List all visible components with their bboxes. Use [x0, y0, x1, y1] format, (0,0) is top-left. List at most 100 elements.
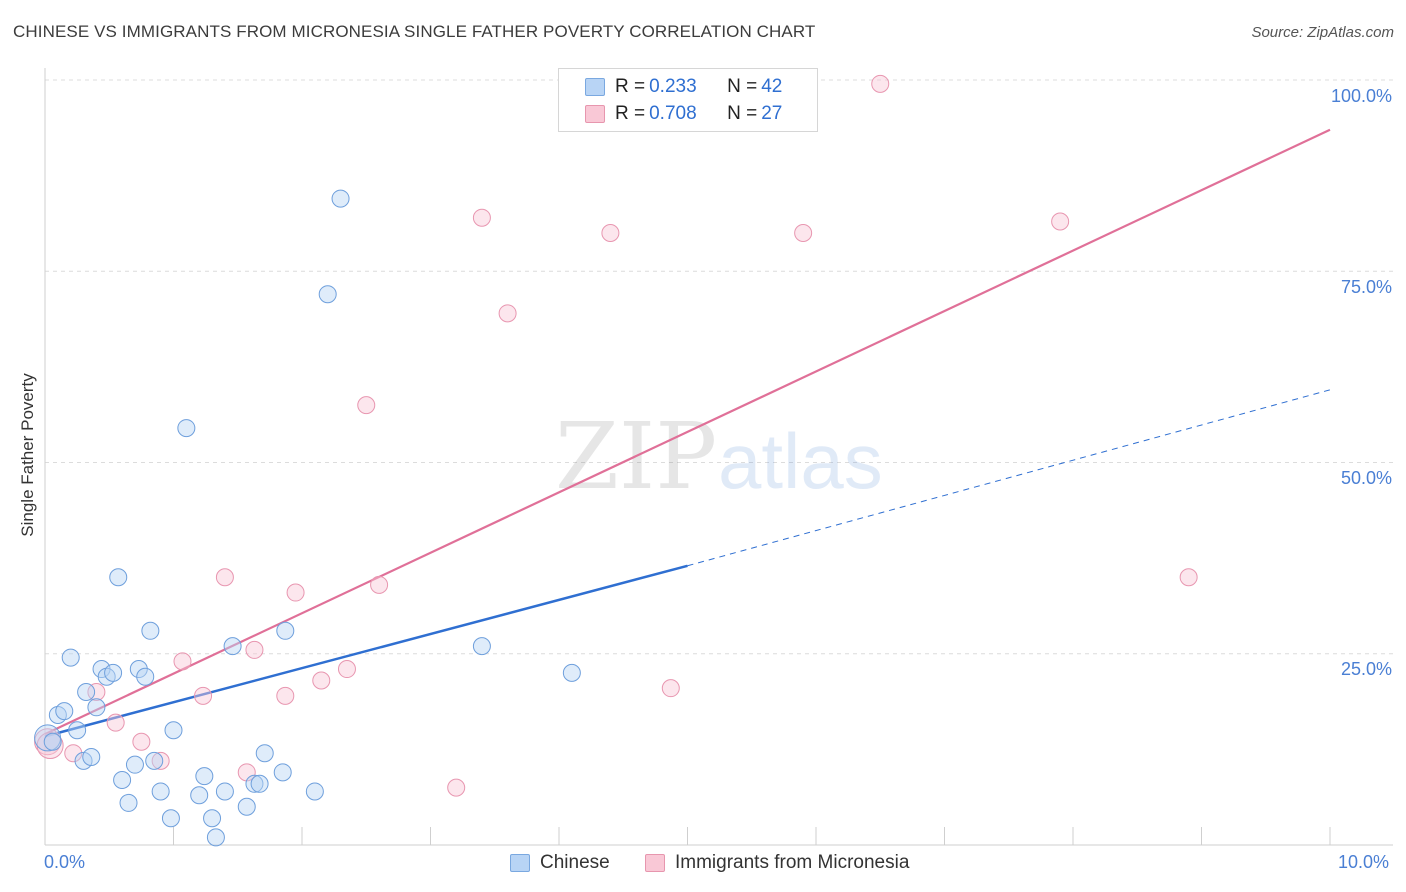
trendlines [44, 128, 1331, 738]
point-micronesia [245, 640, 264, 659]
series-swatch-chinese [510, 854, 530, 872]
source-label: Source: ZipAtlas.com [1251, 24, 1394, 41]
y-tick-75: 75.0% [1340, 277, 1392, 297]
data-points [34, 74, 1198, 847]
point-chinese [77, 683, 96, 701]
y-tick-100: 100.0% [1330, 86, 1392, 106]
point-micronesia [34, 728, 62, 756]
point-micronesia [447, 778, 466, 797]
legend-r-label: R = [615, 103, 646, 124]
legend-n-label: N = [727, 76, 758, 97]
point-micronesia [1179, 568, 1198, 587]
point-micronesia [337, 660, 356, 679]
point-chinese [125, 755, 144, 774]
point-micronesia [276, 686, 295, 705]
point-micronesia [132, 732, 151, 751]
point-chinese [305, 782, 324, 801]
point-chinese [215, 782, 234, 801]
point-chinese [276, 621, 295, 640]
legend-row-micronesia: R = 0.708 N = 27 [585, 102, 782, 126]
watermark-atlas: atlas [718, 417, 883, 505]
point-chinese [318, 285, 337, 304]
legend-n-label: N = [727, 103, 758, 124]
legend-n-value: 42 [761, 76, 783, 97]
series-label-micronesia: Immigrants from Micronesia [675, 852, 910, 873]
legend-n-value: 27 [761, 103, 783, 124]
watermark: ZIP atlas [555, 403, 883, 510]
point-chinese [55, 702, 74, 721]
correlation-legend: R = 0.233 N = 42 R = 0.708 N = 27 [558, 68, 818, 132]
point-chinese [245, 774, 264, 793]
series-legend-micronesia: Immigrants from Micronesia [645, 852, 909, 874]
legend-row-chinese: R = 0.233 N = 42 [585, 75, 782, 99]
point-micronesia [312, 671, 331, 690]
x-tick-10: 10.0% [1338, 852, 1390, 872]
point-chinese [177, 419, 196, 438]
series-label-chinese: Chinese [540, 852, 610, 873]
point-micronesia [173, 652, 192, 671]
point-chinese [87, 698, 106, 717]
legend-r-label: R = [615, 76, 646, 97]
axes [44, 68, 1393, 846]
point-micronesia [472, 208, 491, 227]
gridlines [45, 79, 1393, 655]
legend-r-value: 0.708 [649, 103, 697, 124]
point-chinese [255, 744, 274, 763]
point-chinese [113, 770, 132, 789]
point-chinese [82, 748, 101, 767]
point-chinese [119, 793, 138, 812]
y-tick-25: 25.0% [1340, 659, 1392, 679]
point-chinese [472, 637, 491, 656]
legend-swatch-chinese [585, 78, 605, 96]
point-chinese [68, 721, 87, 740]
point-chinese [195, 767, 214, 786]
point-micronesia [64, 744, 83, 763]
point-micronesia [601, 224, 620, 242]
point-chinese [61, 648, 80, 667]
trendline-chinese [44, 564, 688, 738]
point-micronesia [661, 679, 680, 698]
point-micronesia [215, 568, 234, 587]
trendline-chinese-extension [687, 389, 1331, 567]
point-chinese [190, 786, 209, 805]
point-chinese [136, 667, 155, 686]
y-tick-50: 50.0% [1340, 468, 1392, 488]
point-chinese [562, 663, 581, 682]
series-legend-chinese: Chinese [510, 852, 610, 874]
point-chinese [151, 782, 170, 801]
point-micronesia [357, 396, 376, 415]
point-chinese [203, 809, 222, 828]
y-axis-label: Single Father Poverty [18, 373, 37, 537]
point-chinese [250, 774, 269, 793]
point-micronesia [370, 575, 389, 594]
x-tick-0: 0.0% [44, 852, 86, 872]
point-micronesia [87, 683, 106, 701]
point-micronesia [794, 224, 813, 242]
point-chinese [237, 797, 256, 816]
point-chinese [104, 663, 123, 682]
trendline-micronesia [44, 128, 1331, 736]
legend-swatch-micronesia [585, 105, 605, 123]
point-chinese [223, 637, 242, 656]
point-micronesia [498, 304, 517, 323]
point-chinese [145, 751, 164, 770]
point-chinese [164, 721, 183, 740]
legend-r-value: 0.233 [649, 76, 697, 97]
series-swatch-micronesia [645, 854, 665, 872]
point-chinese [43, 732, 62, 751]
point-chinese [129, 660, 148, 679]
chart-title: CHINESE VS IMMIGRANTS FROM MICRONESIA SI… [13, 22, 816, 41]
point-micronesia [151, 751, 170, 770]
point-chinese [331, 189, 350, 208]
point-micronesia [286, 583, 305, 602]
point-chinese [273, 763, 292, 782]
point-chinese [141, 621, 160, 640]
point-micronesia [194, 686, 213, 705]
point-chinese [206, 828, 225, 847]
point-micronesia [106, 713, 125, 732]
point-micronesia [1051, 212, 1070, 231]
point-chinese [161, 809, 180, 828]
point-micronesia [871, 74, 890, 93]
point-chinese [109, 568, 128, 587]
